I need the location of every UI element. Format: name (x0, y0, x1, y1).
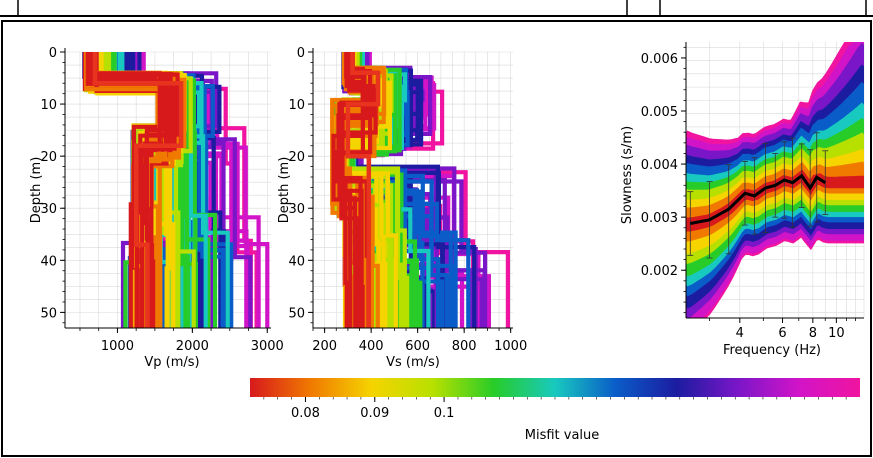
vs-y-tick-label: 30 (288, 202, 305, 217)
vp-best-profile (92, 52, 184, 328)
dispersion-axes: 0.002 0.003 0.004 0.005 0.006 4 6 8 10 (641, 42, 864, 341)
disp-x-tick-label: 10 (828, 326, 845, 341)
vp-y-tick-label: 40 (40, 254, 57, 269)
colorbar-label: Misfit value (525, 428, 600, 443)
vs-y-tick-label: 0 (297, 46, 305, 61)
vs-x-tick-label: 200 (312, 339, 337, 354)
observed-curve-line (690, 173, 827, 225)
vp-axes: 0 10 20 30 40 50 1000 2000 3000 (40, 46, 283, 354)
figure-frame (1, 20, 872, 457)
vp-profile-panel: 0 10 20 30 40 50 1000 2000 3000 Vp (m/s) Depth (… (29, 46, 284, 370)
colorbar-ticks: 0.08 0.09 0.1 (263, 397, 847, 421)
disp-y-tick-label: 0.002 (641, 264, 678, 279)
vp-y-tick-label: 0 (49, 46, 57, 61)
vs-x-tick-label: 400 (359, 339, 384, 354)
vp-best-profile-line (92, 52, 184, 328)
observed-dispersion-curve (690, 173, 827, 225)
disp-x-tick-label: 8 (809, 326, 817, 341)
dispersion-panel: 0.002 0.003 0.004 0.005 0.006 4 6 8 10 Frequency… (620, 42, 865, 358)
vs-y-axis-label: Depth (m) (277, 157, 292, 224)
disp-y-tick-label: 0.003 (641, 211, 678, 226)
vs-ensemble-profile (338, 52, 365, 328)
vp-x-tick-label: 2000 (176, 339, 209, 354)
disp-x-tick-label: 6 (778, 326, 786, 341)
vp-y-tick-label: 20 (40, 150, 57, 165)
vs-y-tick-label: 10 (288, 98, 305, 113)
dispersion-y-axis-label: Slowness (s/m) (620, 126, 635, 224)
vp-x-tick-label: 1000 (101, 339, 134, 354)
vp-y-axis-label: Depth (m) (29, 157, 44, 224)
vp-x-axis-label: Vp (m/s) (144, 355, 199, 370)
vp-y-tick-label: 50 (40, 306, 57, 321)
vs-best-profile (345, 52, 381, 328)
vs-axes: 0 10 20 30 40 50 200 400 600 800 1000 (288, 46, 527, 354)
dispersion-x-axis-label: Frequency (Hz) (723, 343, 821, 358)
vs-y-tick-label: 40 (288, 254, 305, 269)
vs-x-tick-label: 1000 (494, 339, 527, 354)
disp-x-tick-label: 4 (736, 326, 744, 341)
vp-x-tick-label: 3000 (251, 339, 284, 354)
vs-profile-ensemble (330, 52, 510, 328)
colorbar-tick-label: 0.1 (434, 406, 455, 421)
vs-best-profile-line (345, 52, 381, 328)
vs-y-tick-label: 20 (288, 150, 305, 165)
disp-y-tick-label: 0.006 (641, 52, 678, 67)
colorbar-tick-label: 0.09 (360, 406, 389, 421)
vs-x-axis-label: Vs (m/s) (386, 355, 440, 370)
vs-y-tick-label: 50 (288, 306, 305, 321)
window-top-strip (0, 0, 873, 17)
disp-y-tick-label: 0.004 (641, 158, 678, 173)
vs-profile-panel: 0 10 20 30 40 50 200 400 600 800 1000 Vs (m/s) Dep… (277, 46, 527, 370)
disp-y-tick-label: 0.005 (641, 105, 678, 120)
vp-y-tick-label: 30 (40, 202, 57, 217)
vs-x-tick-label: 800 (452, 339, 477, 354)
colorbar-gradient (250, 378, 860, 397)
vp-y-tick-label: 10 (40, 98, 57, 113)
colorbar-tick-label: 0.08 (291, 406, 320, 421)
misfit-colorbar: 0.08 0.09 0.1 Misfit value (250, 378, 860, 443)
vs-x-tick-label: 600 (405, 339, 430, 354)
